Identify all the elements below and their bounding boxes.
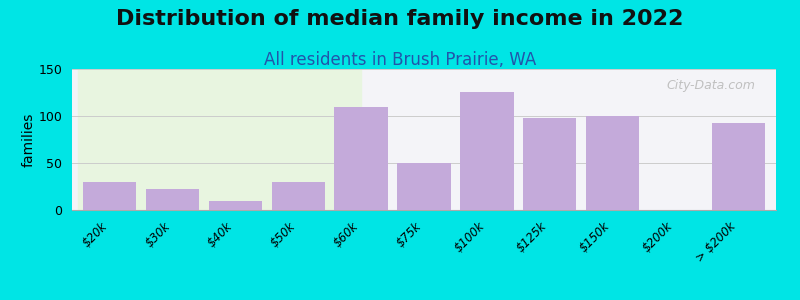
Bar [83, 182, 137, 210]
Y-axis label: families: families [22, 112, 36, 167]
Text: City-Data.com: City-Data.com [666, 79, 755, 92]
Bar [460, 92, 514, 210]
Bar [586, 116, 639, 210]
Bar [398, 163, 450, 210]
Bar [146, 189, 199, 210]
Bar [711, 123, 765, 210]
Bar [334, 106, 388, 210]
Bar [271, 182, 325, 210]
Bar [523, 118, 577, 210]
Text: All residents in Brush Prairie, WA: All residents in Brush Prairie, WA [264, 51, 536, 69]
Bar [78, 60, 361, 210]
Text: Distribution of median family income in 2022: Distribution of median family income in … [116, 9, 684, 29]
Bar [209, 201, 262, 210]
